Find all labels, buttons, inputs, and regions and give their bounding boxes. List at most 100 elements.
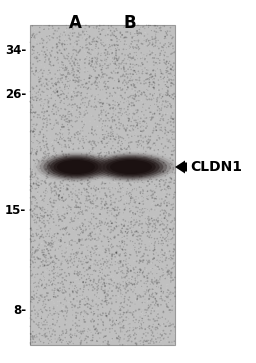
Point <box>66 78 70 84</box>
Point <box>54 287 58 293</box>
Point <box>85 150 89 156</box>
Point <box>66 91 70 97</box>
Point <box>140 325 144 331</box>
Point <box>49 340 54 346</box>
Point <box>111 84 115 90</box>
Point <box>65 247 69 253</box>
Point <box>79 62 83 68</box>
Point <box>156 280 160 285</box>
Point <box>36 250 40 256</box>
Point <box>32 48 36 53</box>
Point <box>115 256 120 261</box>
Point <box>70 105 74 110</box>
Point <box>82 67 86 73</box>
Point <box>60 79 65 85</box>
Point <box>113 90 118 96</box>
Point <box>82 136 86 142</box>
Point <box>63 47 67 53</box>
Point <box>39 272 44 278</box>
Point <box>135 143 140 149</box>
Point <box>56 169 60 175</box>
Point <box>65 329 69 334</box>
Point <box>129 119 133 125</box>
Point <box>172 216 176 221</box>
Point <box>62 254 67 260</box>
Point <box>75 67 79 73</box>
Point <box>39 103 43 109</box>
Point <box>105 143 110 149</box>
Point <box>121 323 125 329</box>
Point <box>126 338 131 343</box>
Point <box>133 132 137 138</box>
Point <box>93 186 97 192</box>
Point <box>34 108 38 114</box>
Point <box>171 321 175 327</box>
Point <box>62 46 66 52</box>
Point <box>97 45 101 51</box>
Point <box>55 86 59 92</box>
Point <box>83 57 87 62</box>
Point <box>122 65 126 70</box>
Point <box>154 196 158 202</box>
Point <box>36 311 40 317</box>
Point <box>75 103 79 109</box>
Point <box>91 132 95 138</box>
Point <box>152 281 156 287</box>
Point <box>111 242 115 248</box>
Point <box>137 162 141 168</box>
Point <box>129 182 133 188</box>
Point <box>45 178 49 184</box>
Point <box>85 184 89 189</box>
Point <box>119 333 123 339</box>
Point <box>118 231 122 237</box>
Point <box>77 34 81 40</box>
Point <box>81 136 85 142</box>
Point <box>35 290 39 296</box>
Point <box>55 25 59 30</box>
Point <box>72 69 76 75</box>
Point <box>170 129 174 135</box>
Point <box>47 322 51 327</box>
Point <box>154 155 158 161</box>
Point <box>32 292 36 298</box>
Point <box>56 132 60 138</box>
Point <box>136 179 140 185</box>
Point <box>140 165 144 171</box>
Point <box>113 235 117 241</box>
Point <box>96 286 100 291</box>
Point <box>115 141 119 147</box>
Point <box>127 336 131 342</box>
Point <box>108 202 112 208</box>
Point <box>110 241 114 247</box>
Point <box>38 115 42 121</box>
Point <box>95 280 99 285</box>
Point <box>85 91 89 97</box>
Point <box>57 99 61 105</box>
Point <box>35 187 39 193</box>
Point <box>167 194 172 200</box>
Point <box>172 221 176 227</box>
Point <box>33 238 37 244</box>
Point <box>72 286 77 291</box>
Point <box>98 269 102 275</box>
Point <box>138 236 142 242</box>
Point <box>128 61 132 67</box>
Point <box>158 212 163 218</box>
Point <box>39 233 44 239</box>
Point <box>137 30 142 36</box>
Point <box>105 101 109 106</box>
Point <box>132 330 136 336</box>
Point <box>29 95 33 101</box>
Point <box>136 160 140 166</box>
Point <box>36 265 40 270</box>
Point <box>95 79 99 85</box>
Point <box>93 148 97 154</box>
Point <box>112 322 116 328</box>
Point <box>84 42 88 48</box>
Point <box>41 124 45 130</box>
Point <box>45 141 49 147</box>
Point <box>36 58 40 64</box>
Point <box>160 333 164 339</box>
Point <box>107 102 111 107</box>
Point <box>35 199 39 204</box>
